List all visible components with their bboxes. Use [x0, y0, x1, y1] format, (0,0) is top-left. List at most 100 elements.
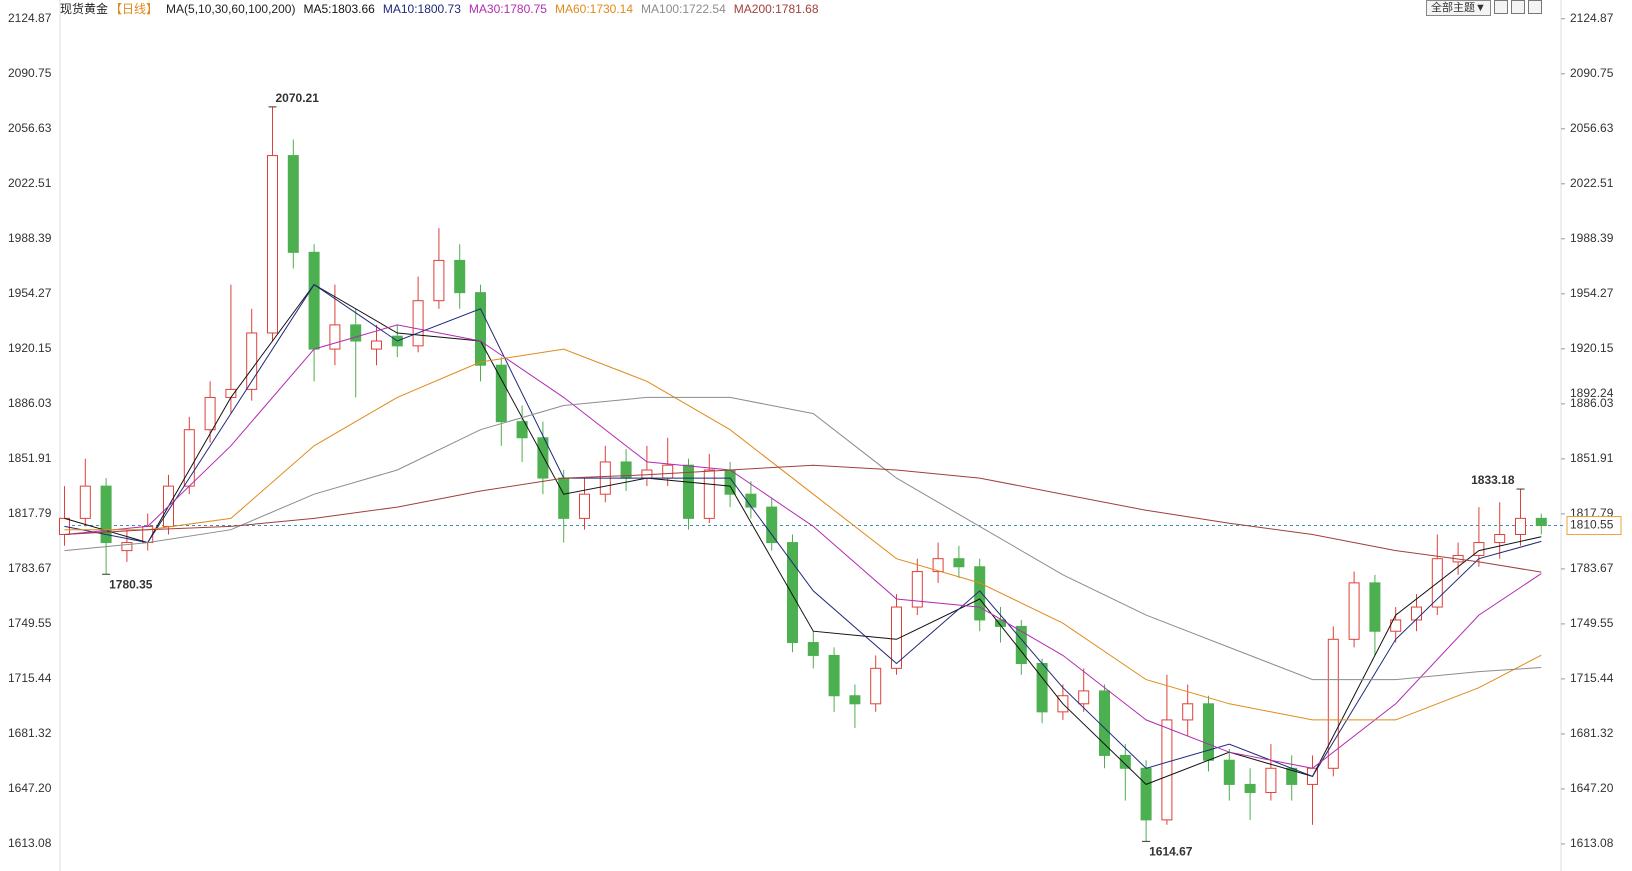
- candle-body: [350, 324, 362, 342]
- candle-body: [703, 469, 715, 519]
- candle-body: [433, 259, 445, 302]
- toolbar-icon[interactable]: [1527, 0, 1542, 14]
- y-tick-label-right: 1886.03: [1570, 396, 1614, 410]
- candle-body: [79, 485, 91, 519]
- y-tick-label: 1681.32: [8, 726, 52, 740]
- candle-body: [1244, 783, 1256, 793]
- toolbar: 全部主题▼: [1426, 0, 1542, 16]
- candle-body: [787, 542, 798, 644]
- candle-body: [1369, 582, 1381, 632]
- toolbar-icon[interactable]: [1493, 0, 1508, 14]
- candle-body: [745, 493, 757, 508]
- candle-body: [1411, 606, 1422, 621]
- y-tick-label-right: 2022.51: [1570, 176, 1614, 190]
- y-tick-label: 1749.55: [8, 616, 52, 630]
- ma-line: [64, 348, 1542, 721]
- candle-body: [891, 606, 902, 669]
- candle-body: [287, 155, 299, 253]
- candle-body: [267, 155, 278, 334]
- y-tick-label-right: 2090.75: [1570, 66, 1614, 80]
- candle-body: [1015, 625, 1027, 664]
- candle-body: [641, 469, 653, 479]
- ma-line: [64, 396, 1542, 681]
- candle-body: [1182, 703, 1194, 721]
- candle-body: [1223, 759, 1235, 785]
- y-tick-label-right: 1681.32: [1570, 726, 1614, 740]
- candle-body: [995, 619, 1006, 627]
- candle-body: [204, 396, 216, 431]
- y-tick-label: 1988.39: [8, 231, 52, 245]
- legend-entry: MA60:1730.14: [554, 2, 634, 16]
- candle-body: [412, 300, 424, 347]
- candle-body: [329, 324, 341, 350]
- candle-body: [1265, 767, 1277, 793]
- candle-body: [1161, 719, 1173, 821]
- candle-body: [1036, 662, 1048, 713]
- candle-body: [495, 364, 507, 423]
- candle-body: [1203, 703, 1214, 761]
- y-tick-label: 1920.15: [8, 341, 52, 355]
- y-tick-label-right: 1851.91: [1570, 451, 1614, 465]
- y-tick-label: 1817.79: [8, 506, 52, 520]
- candle-body: [911, 571, 923, 608]
- legend-entry: MA10:1800.73: [382, 2, 461, 16]
- y-tick-label-right: 1988.39: [1570, 231, 1614, 245]
- y-tick-label: 2124.87: [8, 11, 52, 25]
- y-tick-label-right: 1749.55: [1570, 616, 1614, 630]
- y-tick-label: 1954.27: [8, 286, 52, 300]
- ma-line: [64, 283, 1542, 785]
- candle-body: [308, 251, 320, 350]
- y-tick-label: 2056.63: [8, 121, 52, 135]
- y-tick-label-right: 2124.87: [1570, 11, 1614, 25]
- candle-body: [683, 464, 694, 519]
- candle-body: [870, 667, 882, 705]
- candle-body: [953, 558, 965, 568]
- candle-body: [662, 464, 674, 479]
- candle-body: [1119, 754, 1131, 769]
- candle-body: [932, 558, 944, 573]
- y-tick-label-right: 1783.67: [1570, 561, 1614, 575]
- candle-body: [766, 506, 778, 544]
- candle-body: [579, 493, 590, 519]
- candle-body: [121, 542, 133, 552]
- candle-body: [100, 485, 112, 544]
- candle-body: [828, 654, 840, 697]
- candle-body: [974, 566, 986, 621]
- toolbar-icon[interactable]: [1510, 0, 1525, 14]
- header: 现货黄金 【日线】 MA(5,10,30,60,100,200) MA5:180…: [60, 1, 819, 17]
- legend-entry: MA5:1803.66: [303, 2, 375, 16]
- y-tick-label: 2022.51: [8, 176, 52, 190]
- candle-body: [516, 421, 528, 439]
- candle-body: [537, 437, 549, 479]
- y-tick-label-right: 1715.44: [1570, 671, 1614, 685]
- theme-button[interactable]: 全部主题▼: [1426, 0, 1491, 16]
- candle-body: [475, 292, 486, 366]
- y-tick-label: 1783.67: [8, 561, 52, 575]
- candle-body: [454, 259, 466, 294]
- instrument-title: 现货黄金: [60, 2, 109, 16]
- y-tick-label: 1715.44: [8, 671, 52, 685]
- y-tick-label: 1886.03: [8, 396, 52, 410]
- y-tick-label: 1647.20: [8, 781, 52, 795]
- y-tick-label: 2090.75: [8, 66, 52, 80]
- period-label: 【日线】: [110, 2, 159, 16]
- legend-entry: MA100:1722.54: [641, 2, 726, 16]
- ma-line: [64, 324, 1542, 769]
- low-annotation: 1780.35: [109, 577, 153, 591]
- candle-body: [849, 695, 861, 705]
- low-annotation: 1614.67: [1149, 845, 1193, 859]
- y-tick-label-right: 1954.27: [1570, 286, 1614, 300]
- legend-entry: MA200:1781.68: [733, 2, 819, 16]
- candle-body: [1078, 690, 1090, 705]
- ma-line: [64, 283, 1542, 778]
- current-price-box: [1566, 516, 1622, 536]
- candle-body: [1515, 517, 1526, 535]
- current-price-label: 1810.55: [1570, 518, 1614, 532]
- candle-body: [1535, 517, 1547, 527]
- candle-body: [1494, 533, 1506, 544]
- high-annotation: 1833.18: [1471, 473, 1515, 487]
- y-tick-label: 1613.08: [8, 836, 52, 850]
- candle-body: [558, 477, 570, 519]
